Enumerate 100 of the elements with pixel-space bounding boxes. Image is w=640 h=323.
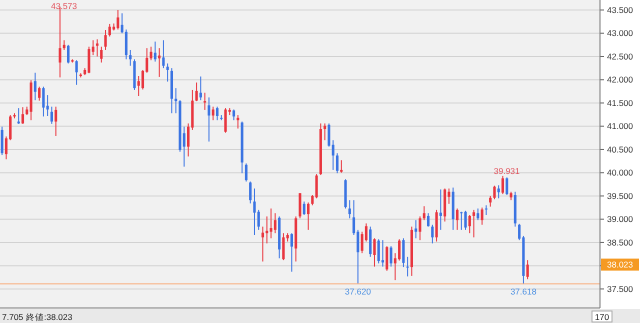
candlestick bbox=[489, 195, 492, 208]
candlestick bbox=[0, 126, 4, 156]
candlestick bbox=[88, 46, 90, 74]
candlestick bbox=[34, 72, 36, 101]
candlestick bbox=[324, 122, 326, 141]
candlestick bbox=[306, 202, 310, 230]
candlestick bbox=[204, 92, 206, 110]
candlestick bbox=[261, 226, 264, 262]
candlestick bbox=[54, 106, 58, 136]
candlestick bbox=[381, 240, 384, 268]
annotation: 37.620 bbox=[344, 286, 372, 296]
candlestick bbox=[244, 162, 248, 182]
candlestick bbox=[42, 86, 45, 117]
y-tick-label: 39.000 bbox=[607, 214, 634, 224]
candlestick bbox=[162, 40, 165, 69]
y-tick-label: 42.000 bbox=[607, 74, 634, 85]
text: 170 bbox=[594, 312, 610, 322]
candlestick bbox=[21, 106, 24, 124]
candlestick bbox=[402, 238, 405, 268]
candlestick bbox=[311, 194, 314, 206]
candlestick bbox=[315, 174, 318, 199]
candlestick bbox=[129, 49, 132, 66]
candlestick bbox=[439, 188, 442, 230]
candlestick bbox=[104, 29, 107, 50]
candlestick bbox=[348, 200, 351, 219]
candlestick bbox=[497, 184, 500, 199]
candlestick bbox=[232, 108, 236, 121]
annotation: 39.931 bbox=[494, 166, 520, 176]
y-tick-label: 42.500 bbox=[607, 51, 634, 62]
candlestick bbox=[38, 86, 41, 102]
y-tick-label: 38.500 bbox=[607, 237, 634, 248]
candlestick bbox=[468, 214, 471, 234]
candlestick bbox=[290, 232, 294, 272]
candlestick bbox=[166, 62, 169, 82]
candlestick bbox=[414, 220, 418, 239]
candlestick bbox=[431, 224, 434, 244]
candlestick bbox=[249, 181, 252, 204]
candlestick bbox=[398, 238, 401, 262]
candlestick bbox=[373, 238, 376, 268]
annotation: 38.023 bbox=[607, 260, 634, 270]
candlestick bbox=[66, 44, 70, 64]
candlestick bbox=[386, 246, 388, 272]
text: 終値:38.023 bbox=[25, 312, 73, 322]
candlestick bbox=[46, 94, 49, 116]
candlestick bbox=[124, 29, 128, 60]
candlestick bbox=[480, 207, 484, 226]
candlestick bbox=[464, 210, 467, 230]
candlestick bbox=[270, 208, 272, 239]
candlestick bbox=[302, 201, 306, 216]
y-tick-label: 39.500 bbox=[607, 190, 634, 201]
y-tick-label: 43.000 bbox=[607, 28, 634, 38]
y-tick-label: 41.000 bbox=[607, 121, 634, 132]
candlestick bbox=[253, 188, 256, 236]
candlestick bbox=[426, 212, 430, 228]
candlestick bbox=[224, 108, 227, 134]
candlestick bbox=[17, 108, 20, 124]
candlestick bbox=[456, 208, 459, 230]
candlestick bbox=[199, 76, 202, 101]
candlestick bbox=[526, 260, 529, 280]
candlestick bbox=[332, 140, 334, 170]
candlestick bbox=[154, 41, 156, 62]
candlestick bbox=[336, 152, 339, 174]
candlestick bbox=[62, 40, 66, 50]
candlestick bbox=[390, 246, 392, 268]
candlestick bbox=[484, 204, 488, 216]
candlestick bbox=[96, 38, 99, 57]
candlestick bbox=[476, 208, 480, 221]
candlestick bbox=[298, 192, 302, 219]
candlestick bbox=[100, 46, 103, 64]
candlestick bbox=[406, 256, 409, 277]
candlestick bbox=[472, 209, 476, 238]
annotation: 43.573 bbox=[51, 1, 78, 11]
candlestick bbox=[50, 106, 54, 124]
y-tick-label: 43.500 bbox=[607, 4, 634, 15]
candlestick bbox=[377, 238, 380, 264]
candlestick bbox=[195, 82, 198, 102]
candlestick bbox=[75, 60, 78, 86]
y-tick-label: 40.000 bbox=[607, 168, 634, 178]
y-tick-label: 40.500 bbox=[607, 144, 634, 154]
candlestick bbox=[158, 48, 161, 78]
candlestick bbox=[274, 212, 276, 234]
candlestick bbox=[422, 206, 426, 221]
text: 7.705 bbox=[2, 312, 24, 322]
candlestick bbox=[216, 106, 219, 121]
annotation: 37.618 bbox=[510, 286, 537, 296]
candlestick bbox=[282, 232, 285, 261]
y-tick-label: 37.500 bbox=[607, 284, 634, 294]
candlestick bbox=[418, 216, 422, 241]
candlestick bbox=[208, 96, 210, 142]
candlestick bbox=[506, 176, 508, 196]
candlestick bbox=[116, 9, 120, 30]
candlestick bbox=[108, 23, 111, 37]
candlestick bbox=[92, 40, 94, 56]
y-tick-label: 41.500 bbox=[607, 98, 634, 108]
candlestick bbox=[150, 46, 152, 61]
candlestick bbox=[501, 175, 504, 195]
candlestick bbox=[340, 160, 343, 174]
candlestick bbox=[460, 211, 463, 230]
candlestick bbox=[493, 185, 496, 200]
candlestick bbox=[212, 106, 214, 121]
